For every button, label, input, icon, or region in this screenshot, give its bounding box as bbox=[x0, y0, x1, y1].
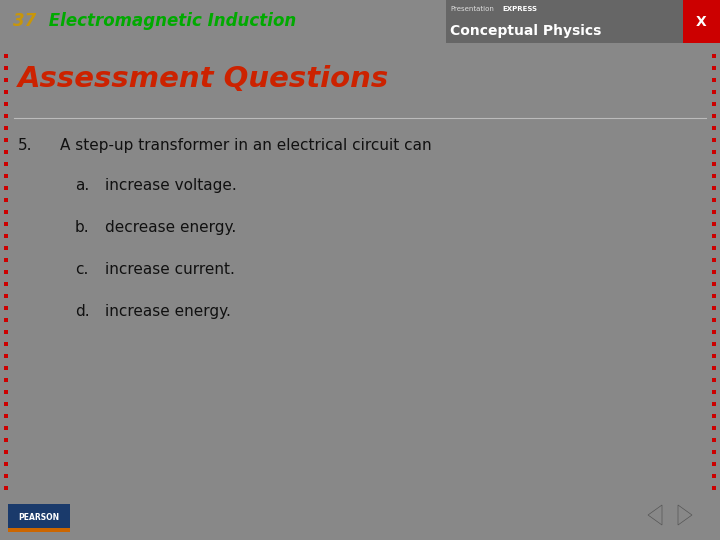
Bar bbox=[712, 330, 716, 334]
Bar bbox=[712, 78, 716, 82]
Bar bbox=[4, 78, 8, 82]
Bar bbox=[4, 246, 8, 250]
Text: b.: b. bbox=[75, 220, 89, 235]
Text: Presentation: Presentation bbox=[450, 5, 494, 11]
Bar bbox=[712, 210, 716, 214]
Bar bbox=[4, 186, 8, 190]
Bar bbox=[8, 504, 70, 532]
Bar bbox=[4, 114, 8, 118]
Bar bbox=[4, 126, 8, 130]
Bar bbox=[4, 414, 8, 418]
Text: 37: 37 bbox=[13, 12, 36, 30]
Bar bbox=[712, 294, 716, 298]
Bar bbox=[712, 114, 716, 118]
Bar bbox=[712, 186, 716, 190]
Text: increase energy.: increase energy. bbox=[105, 304, 231, 319]
Bar bbox=[712, 222, 716, 226]
Text: increase voltage.: increase voltage. bbox=[105, 178, 237, 193]
Bar bbox=[712, 246, 716, 250]
Bar bbox=[712, 378, 716, 382]
Text: PEARSON: PEARSON bbox=[19, 514, 60, 523]
Bar bbox=[4, 462, 8, 466]
Bar bbox=[4, 342, 8, 346]
Bar bbox=[712, 66, 716, 70]
Text: 5.: 5. bbox=[18, 138, 32, 153]
Bar bbox=[712, 54, 716, 58]
Bar bbox=[712, 90, 716, 94]
Bar bbox=[712, 198, 716, 202]
Bar bbox=[4, 162, 8, 166]
Bar bbox=[712, 306, 716, 310]
Bar bbox=[712, 150, 716, 154]
Bar bbox=[4, 438, 8, 442]
Polygon shape bbox=[648, 505, 662, 525]
Bar bbox=[4, 330, 8, 334]
Bar bbox=[712, 390, 716, 394]
Bar bbox=[4, 366, 8, 370]
Bar bbox=[4, 138, 8, 142]
Bar bbox=[4, 306, 8, 310]
Bar bbox=[4, 222, 8, 226]
Bar bbox=[4, 54, 8, 58]
Bar bbox=[712, 366, 716, 370]
Bar bbox=[4, 258, 8, 262]
Bar bbox=[683, 0, 720, 43]
Bar bbox=[4, 150, 8, 154]
Bar bbox=[712, 258, 716, 262]
Text: decrease energy.: decrease energy. bbox=[105, 220, 236, 235]
Bar bbox=[4, 486, 8, 490]
Bar bbox=[4, 234, 8, 238]
Bar bbox=[712, 486, 716, 490]
Bar bbox=[4, 450, 8, 454]
Text: d.: d. bbox=[75, 304, 89, 319]
Bar bbox=[4, 426, 8, 430]
Bar bbox=[712, 438, 716, 442]
Bar bbox=[8, 528, 70, 532]
Bar bbox=[4, 66, 8, 70]
Text: Electromagnetic Induction: Electromagnetic Induction bbox=[43, 12, 297, 30]
Bar bbox=[4, 102, 8, 106]
Bar bbox=[712, 162, 716, 166]
Text: a.: a. bbox=[75, 178, 89, 193]
Bar bbox=[4, 210, 8, 214]
Bar bbox=[4, 294, 8, 298]
Bar bbox=[712, 270, 716, 274]
Bar bbox=[4, 378, 8, 382]
Bar bbox=[712, 126, 716, 130]
Bar bbox=[4, 270, 8, 274]
Polygon shape bbox=[678, 505, 692, 525]
Bar bbox=[712, 426, 716, 430]
Text: A step-up transformer in an electrical circuit can: A step-up transformer in an electrical c… bbox=[60, 138, 431, 153]
Bar bbox=[4, 402, 8, 406]
Bar bbox=[712, 462, 716, 466]
Bar bbox=[4, 354, 8, 358]
Text: Assessment Questions: Assessment Questions bbox=[18, 65, 390, 93]
Bar bbox=[4, 90, 8, 94]
Bar bbox=[712, 102, 716, 106]
Text: Conceptual Physics: Conceptual Physics bbox=[450, 24, 601, 38]
Bar bbox=[4, 198, 8, 202]
Bar bbox=[712, 450, 716, 454]
Bar bbox=[712, 234, 716, 238]
Bar bbox=[712, 402, 716, 406]
Bar bbox=[4, 282, 8, 286]
Bar bbox=[712, 318, 716, 322]
Bar bbox=[712, 342, 716, 346]
Bar bbox=[4, 474, 8, 478]
Text: EXPRESS: EXPRESS bbox=[503, 5, 538, 11]
Bar bbox=[712, 282, 716, 286]
Bar bbox=[712, 474, 716, 478]
Bar bbox=[712, 414, 716, 418]
Bar bbox=[446, 0, 683, 43]
Text: increase current.: increase current. bbox=[105, 262, 235, 277]
Bar bbox=[712, 354, 716, 358]
Text: c.: c. bbox=[75, 262, 89, 277]
Bar bbox=[4, 390, 8, 394]
Bar bbox=[4, 174, 8, 178]
Bar bbox=[4, 318, 8, 322]
Bar bbox=[712, 174, 716, 178]
Bar bbox=[712, 138, 716, 142]
Text: X: X bbox=[696, 15, 706, 29]
